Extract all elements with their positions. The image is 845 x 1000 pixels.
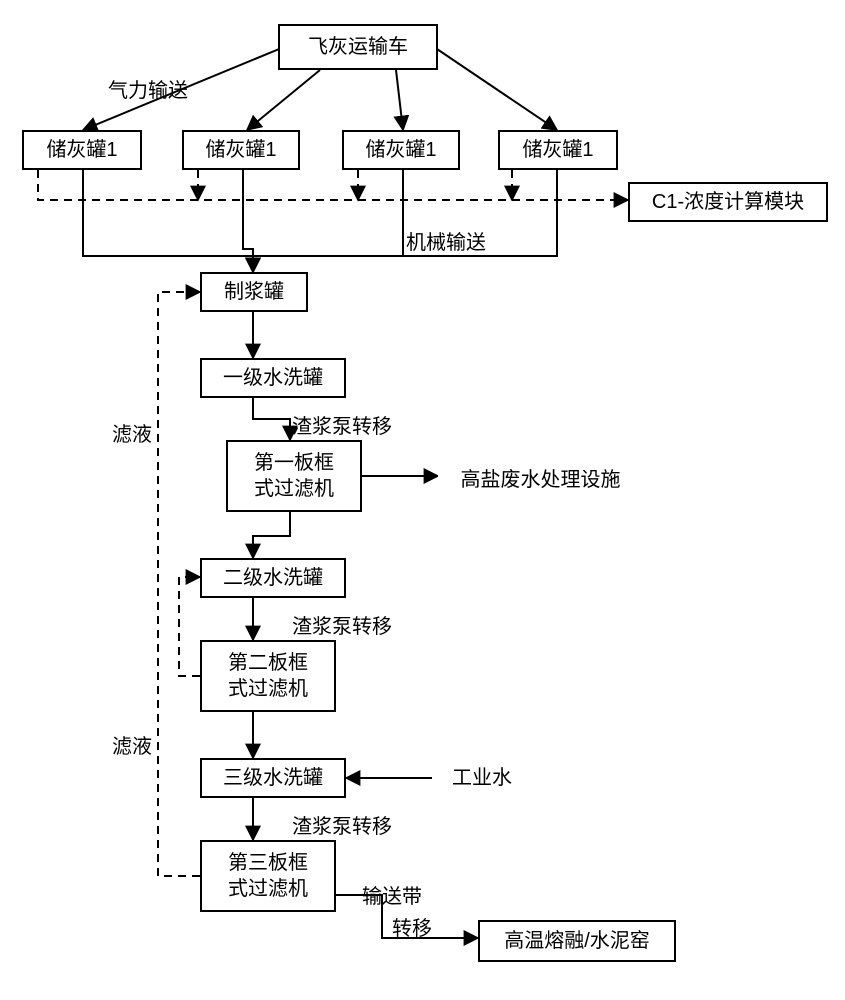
node-filter3: 第三板框式过滤机 [200, 840, 336, 912]
node-wash1: 一级水洗罐 [200, 358, 346, 398]
node-filter1: 第一板框式过滤机 [226, 440, 362, 512]
node-tank1: 储灰罐1 [22, 130, 142, 170]
node-filter2: 第二板框式过滤机 [200, 640, 336, 712]
label-filtrate2: 滤液 [112, 730, 152, 759]
label-pump1: 渣浆泵转移 [292, 410, 392, 439]
label-filtrate1: 滤液 [112, 418, 152, 447]
node-tank2: 储灰罐1 [182, 130, 300, 170]
node-wash3: 三级水洗罐 [200, 758, 346, 798]
node-cement: 高温熔融/水泥窑 [478, 920, 676, 962]
label-pneumatic: 气力输送 [108, 74, 188, 103]
label-pump3: 渣浆泵转移 [292, 810, 392, 839]
label-belt1: 输送带 [362, 880, 422, 909]
node-truck: 飞灰运输车 [278, 24, 438, 70]
node-tank3: 储灰罐1 [342, 130, 460, 170]
label-belt2: 转移 [392, 912, 432, 941]
node-saltwaste: 高盐废水处理设施 [438, 460, 643, 500]
node-wash2: 二级水洗罐 [200, 558, 346, 598]
node-clmodule: C1-浓度计算模块 [628, 182, 828, 222]
node-industrial: 工业水 [432, 758, 532, 798]
label-mech: 机械输送 [406, 226, 486, 255]
node-slurry: 制浆罐 [200, 272, 308, 312]
label-pump2: 渣浆泵转移 [292, 610, 392, 639]
node-tank4: 储灰罐1 [498, 130, 618, 170]
